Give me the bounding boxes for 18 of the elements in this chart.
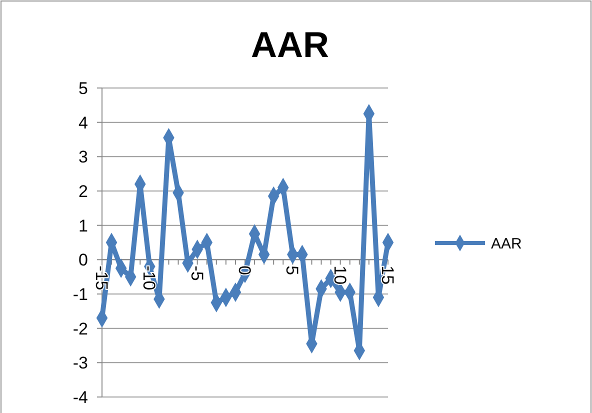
x-tick-label: -15 [92, 266, 112, 290]
y-tick-label: -4 [72, 388, 88, 407]
legend-label: AAR [491, 235, 522, 252]
chart-title: AAR [251, 24, 329, 65]
y-tick-label: 3 [78, 148, 88, 167]
y-tick-label: 1 [78, 216, 88, 236]
x-tick-label: 0 [235, 266, 254, 276]
x-tick-label: -10 [140, 266, 159, 290]
y-tick-label: 2 [78, 182, 88, 201]
y-tick-label: -3 [72, 354, 88, 373]
y-tick-label: 5 [78, 78, 88, 98]
x-tick-label: 10 [330, 266, 350, 285]
y-tick-label: -1 [72, 284, 88, 304]
y-tick-label: 4 [78, 113, 88, 132]
x-tick-label: 5 [282, 266, 302, 276]
x-tick-label: 15 [378, 266, 398, 285]
x-tick-label: -5 [187, 266, 206, 281]
y-tick-label: -2 [72, 319, 88, 338]
